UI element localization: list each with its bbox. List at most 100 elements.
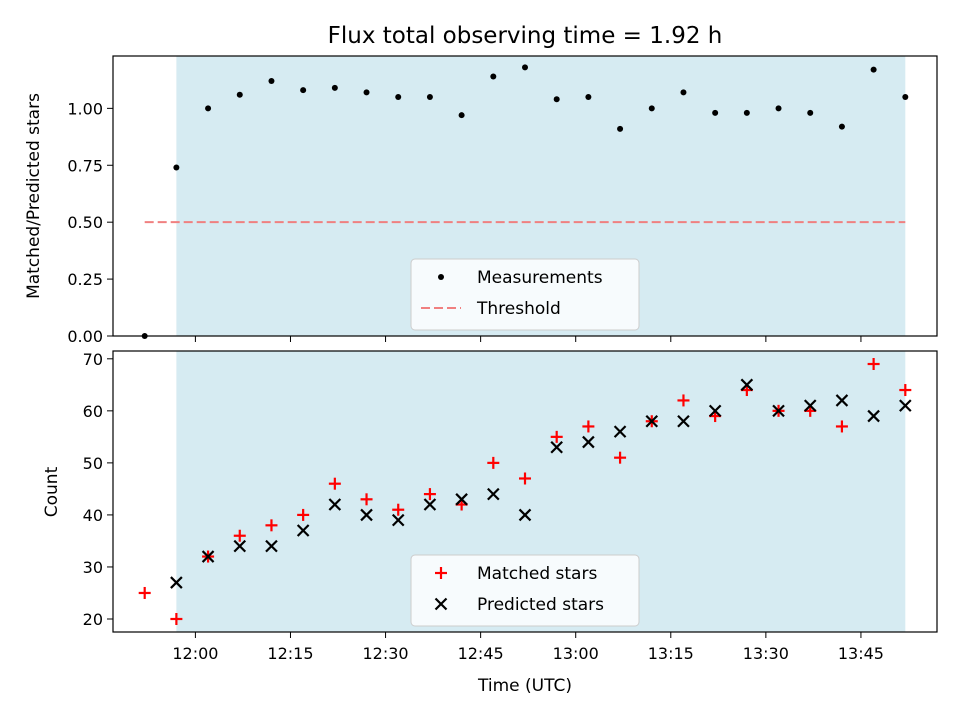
measurement-point [807, 109, 814, 116]
bottom-axes-frame [112, 350, 938, 633]
measurement-point [268, 78, 275, 85]
bottom-y-tick-label: 40 [83, 506, 103, 525]
legend-label: Matched stars [477, 564, 597, 584]
matched-star-point [138, 586, 151, 599]
predicted-star-stroke [677, 414, 690, 428]
predicted-star-stroke [582, 435, 595, 449]
matched-star-point [170, 612, 183, 625]
top-y-tick-label: 0.00 [67, 327, 103, 346]
matched-star-point [392, 503, 405, 516]
x-tick-label: 12:15 [267, 644, 313, 663]
measurement-point [331, 84, 338, 91]
matched-star-point [360, 493, 373, 506]
measurement-point [490, 73, 497, 80]
predicted-star-point [518, 508, 532, 522]
predicted-star-stroke [803, 399, 817, 412]
predicted-star-point [835, 394, 849, 407]
x-tick-label: 13:45 [838, 644, 884, 663]
x-tick-label: 13:30 [743, 644, 789, 663]
top-legend-box [410, 258, 640, 331]
measurement-point [775, 105, 782, 112]
predicted-star-point [170, 576, 183, 589]
legend-label: Predicted stars [477, 595, 604, 615]
measurement-point [680, 89, 687, 96]
predicted-star-point [582, 435, 595, 449]
predicted-star-point [677, 414, 690, 428]
predicted-star-stroke [518, 508, 532, 522]
matched-star-point [550, 430, 563, 443]
bottom-y-tick-label: 60 [83, 402, 103, 421]
predicted-star-point [201, 550, 215, 563]
predicted-star-stroke [265, 539, 278, 553]
predicted-star-point [803, 399, 817, 412]
predicted-star-stroke [645, 414, 659, 428]
predicted-star-point [708, 404, 722, 418]
predicted-star-stroke [899, 399, 912, 412]
matched-star-point [328, 477, 341, 490]
legend-predicted-marker [434, 597, 448, 611]
measurement-point [363, 89, 370, 96]
predicted-star-point [740, 378, 754, 392]
top-axes-frame [112, 55, 938, 337]
matched-star-point [867, 358, 880, 371]
predicted-star-point [645, 414, 659, 428]
matched-star-point [582, 420, 595, 433]
legend-label: Threshold [476, 299, 561, 319]
measurement-point [553, 96, 560, 103]
predicted-star-point [423, 498, 437, 511]
matched-star-point [835, 420, 848, 433]
predicted-star-point [867, 409, 880, 423]
predicted-star-stroke [772, 404, 785, 418]
predicted-star-stroke [170, 576, 183, 589]
matched-star-point [899, 384, 912, 397]
predicted-star-stroke [487, 487, 500, 501]
predicted-star-stroke [360, 508, 373, 522]
measurement-point [712, 109, 719, 116]
predicted-star-stroke [328, 498, 342, 511]
x-tick-label: 12:45 [458, 644, 504, 663]
x-tick-label: 13:00 [553, 644, 599, 663]
matched-star-point [614, 451, 627, 464]
matched-star-point [519, 472, 531, 485]
measurement-point [236, 91, 243, 98]
predicted-star-point [899, 399, 912, 412]
predicted-star-point [613, 425, 627, 438]
x-tick-label: 12:00 [172, 644, 218, 663]
measurement-point [585, 93, 592, 100]
matched-star-point [677, 394, 690, 407]
top-y-tick-label: 0.25 [67, 270, 103, 289]
predicted-star-point [265, 539, 278, 553]
predicted-star-stroke [867, 409, 880, 423]
matched-star-point [233, 529, 246, 542]
legend-label: Measurements [477, 268, 603, 288]
x-tick-label: 12:30 [362, 644, 408, 663]
predicted-star-stroke [233, 539, 247, 553]
predicted-star-stroke [835, 394, 849, 407]
predicted-star-point [487, 487, 500, 501]
predicted-star-stroke [391, 513, 405, 527]
predicted-star-point [296, 524, 310, 537]
predicted-star-stroke [613, 425, 627, 438]
measurement-point [838, 123, 845, 130]
top-y-axis-label: Matched/Predicted stars [24, 93, 44, 299]
predicted-star-point [550, 440, 563, 454]
measurement-point [902, 93, 909, 100]
matched-star-point [297, 508, 310, 521]
measurement-point [458, 112, 465, 119]
predicted-star-point [391, 513, 405, 527]
matched-star-point [487, 456, 500, 469]
predicted-star-point [455, 493, 468, 506]
top-y-tick-label: 0.50 [67, 213, 103, 232]
top-y-tick-label: 0.75 [67, 156, 103, 175]
predicted-star-stroke [423, 498, 437, 511]
measurement-point [395, 93, 402, 100]
x-tick-label: 13:15 [648, 644, 694, 663]
bottom-y-tick-label: 30 [83, 558, 103, 577]
measurement-point [173, 164, 180, 171]
x-axis-label: Time (UTC) [477, 676, 572, 696]
measurement-point [870, 66, 877, 73]
measurement-point [300, 87, 307, 94]
matched-star-point [265, 519, 278, 532]
legend-measurements-marker [438, 274, 444, 280]
